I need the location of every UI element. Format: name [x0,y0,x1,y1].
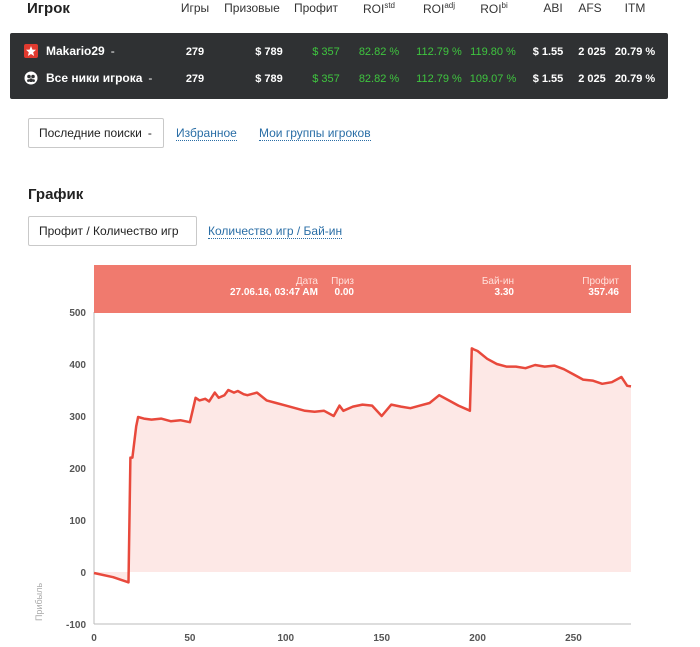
players-table-header: Игрок Игры Призовые Профит ROIstd ROIadj… [0,0,700,22]
roi-bi-column-header[interactable]: ROIbi [480,1,508,16]
y-tick-label: 300 [69,412,86,423]
player-name-dropdown[interactable]: Все ники игрока - [24,71,152,85]
chevron-down-icon: - [147,126,152,140]
profit-column-header[interactable]: Профит [293,1,339,15]
chart-tooltip: Дата 27.06.16, 03:47 AM Приз 0.00 Бай-ин 3.… [94,265,631,313]
afs-value: 2 025 [578,73,606,85]
itm-column-header[interactable]: ITM [624,1,646,15]
tooltip-prize: Приз 0.00 [331,276,354,298]
recent-searches-button[interactable]: Последние поиски - [28,118,164,148]
x-tick-label: 200 [469,633,486,644]
games-value: 279 [185,73,205,85]
abi-column-header[interactable]: ABI [543,1,563,15]
x-tick-label: 150 [373,633,390,644]
prizes-value: $ 789 [255,73,283,85]
all-nicks-icon [24,71,38,85]
roi-adj-value: 112.79 % [416,73,462,85]
tooltip-buyin: Бай-ин 3.30 [481,276,514,298]
afs-column-header[interactable]: AFS [578,1,602,15]
roi-adj-value: 112.79 % [416,46,462,58]
pokerstars-icon [24,44,38,58]
itm-value: 20.79 % [614,46,656,58]
player-dropdown-indicator: - [110,44,115,58]
player-name-dropdown[interactable]: Makario29 - [24,44,115,58]
player-groups-link[interactable]: Мои группы игроков [259,126,371,141]
graph-section-title: График [28,186,84,203]
x-tick-label: 250 [565,633,582,644]
roi-adj-column-header[interactable]: ROIadj [422,1,456,16]
roi-std-value: 82.82 % [358,73,400,85]
y-tick-label: 400 [69,360,86,371]
y-tick-label: 200 [69,464,86,475]
itm-value: 20.79 % [614,73,656,85]
games-value: 279 [185,46,205,58]
y-tick-label: 100 [69,516,86,527]
tab-profit-vs-games[interactable]: Профит / Количество игр [28,216,197,246]
y-tick-label: -100 [66,620,86,631]
player-row: Все ники игрока - 279 $ 789 $ 357 82.82 … [10,68,668,90]
player-dropdown-indicator: - [148,71,153,85]
player-row: Makario29 - 279 $ 789 $ 357 82.82 % 112.… [10,41,668,63]
x-tick-label: 100 [277,633,294,644]
recent-searches-label: Последние поиски [39,126,142,140]
y-axis-label: Прибыль [34,583,44,621]
tab-profit-vs-games-label: Профит / Количество игр [39,224,179,238]
profit-area [94,348,631,583]
x-tick-label: 50 [184,633,196,644]
x-tick-label: 0 [91,633,97,644]
profit-chart[interactable]: 500 400 300 200 100 0 -100 0 50 100 150 200 250 Прибы… [0,258,700,647]
player-name: Все ники игрока [46,71,143,85]
player-column-title: Игрок [27,0,70,17]
games-column-header[interactable]: Игры [180,1,210,15]
prizes-column-header[interactable]: Призовые [224,1,280,15]
tab-games-vs-buyin[interactable]: Количество игр / Бай-ин [208,224,343,239]
profit-value: $ 357 [312,46,340,58]
abi-value: $ 1.55 [532,46,564,58]
abi-value: $ 1.55 [532,73,564,85]
afs-value: 2 025 [578,46,606,58]
player-name: Makario29 [46,44,105,58]
tooltip-profit: Профит 357.46 [582,276,619,298]
profit-value: $ 357 [312,73,340,85]
tooltip-date: Дата 27.06.16, 03:47 AM [229,276,318,298]
roi-std-value: 82.82 % [358,46,400,58]
favorites-link[interactable]: Избранное [176,126,237,141]
players-stats-panel: Makario29 - 279 $ 789 $ 357 82.82 % 112.… [10,33,668,99]
roi-std-column-header[interactable]: ROIstd [362,1,395,16]
prizes-value: $ 789 [255,46,283,58]
y-tick-label: 0 [80,568,86,579]
roi-bi-value: 109.07 % [469,73,517,85]
roi-bi-value: 119.80 % [470,46,516,58]
y-tick-label: 500 [69,308,86,319]
profit-line [93,347,632,584]
